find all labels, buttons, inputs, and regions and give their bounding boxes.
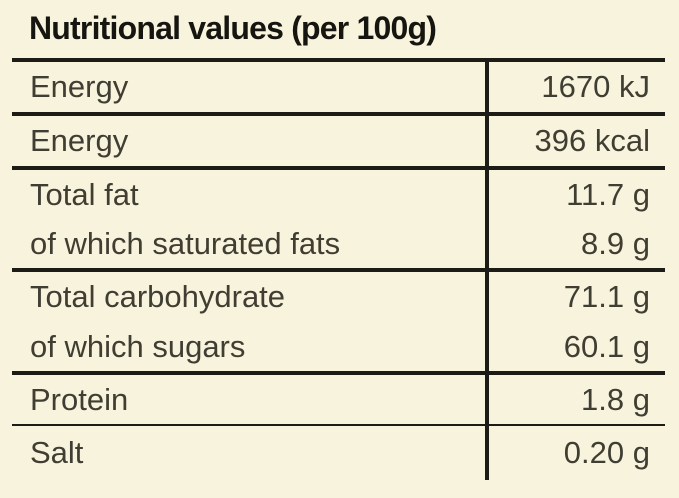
rule-after-energy-kj xyxy=(12,112,665,116)
row-value: 11.7 g xyxy=(566,176,650,212)
row-sugars: of which sugars 60.1 g xyxy=(12,322,665,371)
band-fat: Total fat 11.7 g of which saturated fats… xyxy=(12,170,665,268)
band-protein: Protein 1.8 g xyxy=(12,375,665,424)
nutrition-table: Energy 1670 kJ Energy 396 kcal Total fat… xyxy=(12,58,665,480)
row-label: of which saturated fats xyxy=(30,225,341,261)
row-label: Total fat xyxy=(30,176,139,212)
row-value: 71.1 g xyxy=(563,279,650,314)
row-protein: Protein 1.8 g xyxy=(12,375,665,424)
band-energy-kj: Energy 1670 kJ xyxy=(12,62,665,112)
band-energy-kcal: Energy 396 kcal xyxy=(12,116,665,166)
row-value: 1670 kJ xyxy=(541,69,650,104)
row-total-carbohydrate: Total carbohydrate 71.1 g xyxy=(12,272,665,322)
band-carbohydrate: Total carbohydrate 71.1 g of which sugar… xyxy=(12,272,665,371)
row-label: Total carbohydrate xyxy=(30,279,286,314)
rule-after-carbohydrate xyxy=(12,371,665,375)
column-divider-rule xyxy=(485,58,489,480)
band-salt: Salt 0.20 g xyxy=(12,426,665,480)
rule-after-energy-kcal xyxy=(12,166,665,170)
row-value: 1.8 g xyxy=(581,381,650,417)
row-label: Salt xyxy=(30,435,84,470)
row-saturated-fats: of which saturated fats 8.9 g xyxy=(12,219,665,268)
rule-after-fat xyxy=(12,268,665,272)
row-total-fat: Total fat 11.7 g xyxy=(12,170,665,219)
rule-below-title xyxy=(12,58,665,62)
row-energy-kj: Energy 1670 kJ xyxy=(12,62,665,112)
rule-after-protein xyxy=(12,424,665,426)
row-value: 396 kcal xyxy=(534,123,650,158)
row-label: of which sugars xyxy=(30,328,246,364)
page-title: Nutritional values (per 100g) xyxy=(29,10,437,46)
row-value: 0.20 g xyxy=(563,435,650,470)
row-label: Energy xyxy=(30,123,129,158)
row-value: 8.9 g xyxy=(581,225,650,261)
row-label: Protein xyxy=(30,381,129,417)
row-energy-kcal: Energy 396 kcal xyxy=(12,116,665,166)
row-value: 60.1 g xyxy=(563,328,650,364)
row-salt: Salt 0.20 g xyxy=(12,426,665,480)
row-label: Energy xyxy=(30,69,129,104)
